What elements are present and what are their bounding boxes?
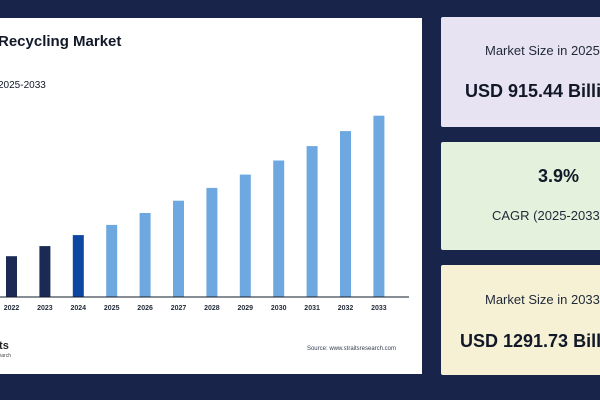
chart-panel: Recycling Market 2025-2033 2022 2023 2024 2… xyxy=(0,18,422,374)
brand-logo: its search xyxy=(0,340,40,362)
card-value: 3.9% xyxy=(538,166,580,186)
bar-2024 xyxy=(72,235,84,297)
chart-subtitle: 2025-2033 xyxy=(0,80,46,91)
x-tick-label: 2030 xyxy=(271,305,287,312)
x-tick-label: 2027 xyxy=(171,305,187,312)
x-tick-label: 2033 xyxy=(371,305,387,312)
x-tick-label: 2026 xyxy=(137,305,153,312)
x-tick-label: 2022 xyxy=(4,305,20,312)
chart-title: Recycling Market xyxy=(0,33,122,50)
source-note: Source: www.straitsresearch.com xyxy=(306,346,396,352)
x-tick-label: 2025 xyxy=(104,305,120,312)
card-label: CAGR (2025-2033) xyxy=(492,208,600,223)
bar-2027 xyxy=(173,200,184,297)
logo-main-text: its xyxy=(0,340,9,352)
card-label: Market Size in 2025 xyxy=(485,43,600,58)
logo-sub-text: search xyxy=(0,353,12,359)
bar-2025 xyxy=(106,224,118,297)
bar-2029 xyxy=(239,174,251,297)
x-tick-label: 2024 xyxy=(71,305,87,312)
cagr-card: 3.9% CAGR (2025-2033) xyxy=(441,142,600,250)
bar-2031 xyxy=(306,146,318,297)
bar-2028 xyxy=(206,187,218,297)
bar-2023 xyxy=(39,246,51,297)
bar-2030 xyxy=(273,160,285,297)
x-tick-label: 2028 xyxy=(204,305,220,312)
bar-chart: 2022 2023 2024 2025 2026 2027 2028 2029 2030 2031… xyxy=(0,115,409,312)
card-label: Market Size in 2033 xyxy=(485,292,600,307)
bar-2033 xyxy=(373,115,385,297)
card-value: USD 915.44 Billion xyxy=(465,81,600,101)
bar-2026 xyxy=(139,213,151,297)
x-tick-label: 2031 xyxy=(304,305,320,312)
market-size-2025-card: Market Size in 2025 USD 915.44 Billion xyxy=(441,17,600,127)
card-value: USD 1291.73 Billion xyxy=(460,331,600,351)
bar-2032 xyxy=(340,131,351,297)
x-tick-label: 2029 xyxy=(238,305,254,312)
x-tick-label: 2023 xyxy=(37,305,53,312)
x-tick-label: 2032 xyxy=(338,305,354,312)
market-size-2033-card: Market Size in 2033 USD 1291.73 Billion xyxy=(441,265,600,375)
bar-2022 xyxy=(6,256,17,297)
